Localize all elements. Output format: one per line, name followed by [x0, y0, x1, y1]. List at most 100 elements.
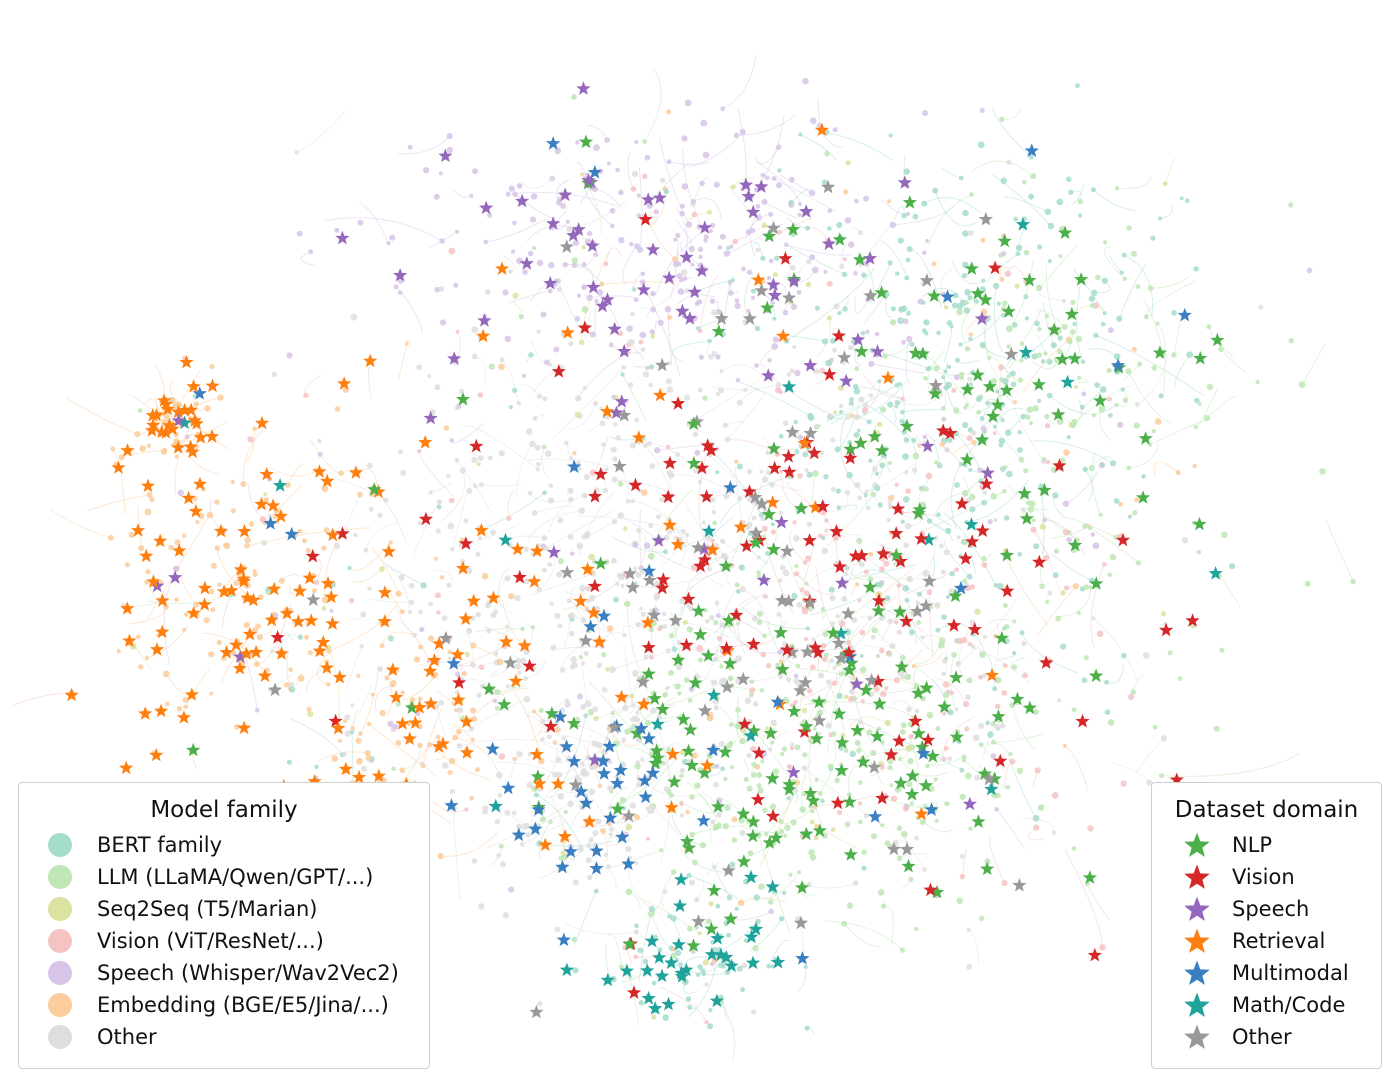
model-node	[447, 769, 453, 776]
edge	[579, 817, 625, 828]
dataset-node	[862, 251, 878, 265]
model-node	[981, 673, 987, 679]
model-node	[650, 707, 657, 714]
model-node	[634, 861, 639, 866]
model-node	[536, 259, 544, 267]
model-node	[765, 663, 772, 669]
model-node	[1090, 187, 1096, 193]
model-node	[769, 482, 775, 488]
model-node	[1053, 548, 1060, 554]
edge	[862, 373, 903, 400]
dataset-node	[863, 579, 878, 594]
dataset-node	[662, 517, 677, 532]
edge	[956, 359, 979, 364]
model-node	[208, 651, 215, 658]
model-node	[719, 368, 724, 374]
dataset-node	[171, 440, 186, 454]
edge	[527, 801, 533, 836]
model-node	[448, 497, 455, 504]
dataset-node	[921, 532, 936, 546]
model-node	[536, 329, 541, 334]
edge	[812, 120, 844, 148]
model-node	[887, 504, 893, 510]
model-node	[144, 655, 150, 661]
model-node	[578, 654, 584, 660]
dataset-node	[742, 311, 757, 325]
dataset-node	[515, 193, 530, 208]
model-node	[240, 481, 247, 487]
model-node	[555, 756, 562, 763]
model-node	[946, 320, 953, 326]
model-node	[871, 833, 877, 840]
model-node	[990, 721, 996, 727]
dataset-node	[642, 572, 657, 587]
model-node	[914, 708, 920, 714]
dataset-node	[458, 611, 473, 625]
model-node	[676, 663, 683, 671]
model-node	[1079, 404, 1085, 410]
model-node	[881, 903, 887, 909]
model-node	[719, 664, 724, 669]
model-node	[897, 317, 904, 325]
model-node	[766, 275, 772, 281]
model-node	[775, 144, 782, 150]
model-node	[803, 964, 808, 969]
model-node	[1061, 298, 1066, 304]
model-node	[880, 740, 885, 745]
dataset-node	[240, 590, 255, 604]
edge	[673, 918, 683, 940]
dataset-node	[555, 859, 570, 874]
model-node	[525, 832, 531, 838]
edge	[788, 792, 798, 804]
model-node	[726, 742, 733, 749]
model-node	[526, 781, 533, 789]
dataset-node	[680, 834, 695, 848]
dataset-node	[864, 673, 879, 687]
dataset-node	[954, 496, 970, 510]
model-node	[441, 615, 448, 622]
model-node	[711, 309, 718, 316]
model-node	[427, 742, 433, 748]
model-node	[648, 364, 655, 370]
model-node	[1126, 465, 1132, 471]
model-node	[1040, 359, 1046, 364]
edge	[1049, 395, 1119, 415]
model-node	[554, 147, 562, 155]
model-node	[941, 671, 946, 676]
model-node	[1068, 189, 1074, 195]
model-node	[388, 540, 394, 545]
model-node	[679, 210, 685, 217]
edge	[396, 606, 415, 636]
model-node	[710, 819, 716, 825]
model-node	[962, 209, 969, 217]
dataset-node	[880, 370, 896, 385]
model-node	[613, 596, 619, 603]
dataset-node	[867, 429, 882, 443]
dataset-node	[337, 376, 352, 390]
model-node	[379, 643, 385, 649]
model-node	[1350, 578, 1356, 585]
model-node	[874, 485, 881, 492]
dataset-node	[1159, 622, 1174, 637]
dataset-node	[911, 726, 926, 740]
model-node	[761, 222, 768, 229]
edge	[496, 761, 556, 775]
dataset-node	[452, 675, 467, 689]
model-node	[969, 192, 974, 197]
dataset-node	[1057, 225, 1073, 239]
model-node	[184, 434, 190, 440]
edge	[850, 594, 880, 617]
model-node	[749, 687, 756, 694]
model-node	[538, 708, 544, 713]
model-node	[344, 714, 351, 721]
model-node	[903, 542, 910, 548]
model-node	[1098, 512, 1103, 517]
model-node	[899, 947, 906, 953]
model-node	[820, 798, 825, 804]
dataset-node	[546, 136, 561, 150]
model-node	[606, 625, 614, 632]
model-node	[1089, 303, 1095, 308]
model-node	[192, 394, 197, 399]
dataset-node	[723, 911, 738, 926]
edge	[801, 758, 813, 810]
